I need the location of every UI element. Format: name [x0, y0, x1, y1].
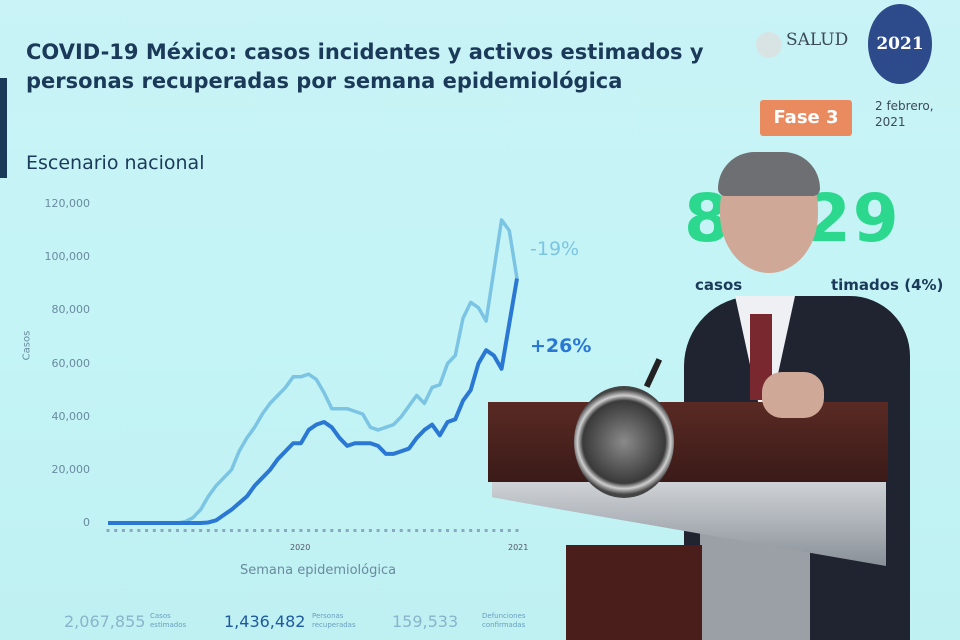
x-tick-mark — [376, 529, 380, 532]
x-tick-mark — [453, 529, 457, 532]
date-label: 2 febrero, 2021 — [875, 99, 934, 129]
x-tick-mark — [507, 529, 511, 532]
x-tick-mark — [114, 529, 118, 532]
x-tick-mark — [500, 529, 504, 532]
stat-cases-label: Casos estimados — [150, 612, 187, 629]
y-tick-label: 20,000 — [51, 462, 91, 476]
x-tick-mark — [368, 529, 372, 532]
speaker-hair — [718, 152, 820, 196]
x-tick-mark — [392, 529, 396, 532]
x-tick-mark — [484, 529, 488, 532]
x-tick-mark — [237, 529, 241, 532]
salud-emblem-icon — [756, 32, 782, 58]
chart-subtitle: Escenario nacional — [26, 152, 205, 174]
national-seal — [574, 386, 674, 498]
x-tick-mark — [253, 529, 257, 532]
x-tick-mark — [361, 529, 365, 532]
y-tick-label: 0 — [83, 516, 90, 529]
x-tick-mark — [422, 529, 426, 532]
x-tick-mark — [199, 529, 203, 532]
phase-badge: Fase 3 — [760, 100, 852, 136]
x-tick-mark — [229, 529, 233, 532]
stat-cases-value: 2,067,855 — [64, 612, 146, 631]
x-tick-mark — [160, 529, 164, 532]
salud-logo: SALUD — [786, 30, 849, 50]
x-tick-mark — [260, 529, 264, 532]
x-tick-mark — [469, 529, 473, 532]
podium-base — [566, 545, 702, 640]
x-tick-mark — [168, 529, 172, 532]
y-tick-label: 60,000 — [51, 356, 91, 370]
stat-deaths-label: Defunciones confirmadas — [482, 612, 526, 629]
x-tick-mark — [121, 529, 125, 532]
x-tick-mark — [322, 529, 326, 532]
x-tick-2021: 2021 — [508, 543, 529, 552]
x-tick-mark — [276, 529, 280, 532]
x-tick-mark — [314, 529, 318, 532]
x-axis-label: Semana epidemiológica — [240, 563, 397, 578]
x-tick-mark — [206, 529, 210, 532]
x-tick-mark — [175, 529, 179, 532]
chart-title: COVID-19 México: casos incidentes y acti… — [26, 40, 704, 93]
y-tick-label: 40,000 — [51, 409, 91, 423]
y-tick-label: 100,000 — [44, 250, 91, 264]
x-tick-mark — [145, 529, 149, 532]
podium-top — [488, 402, 888, 482]
stat-recovered-label: Personas recuperadas — [312, 612, 356, 629]
x-tick-mark — [399, 529, 403, 532]
series-line-1 — [108, 278, 519, 525]
x-tick-mark — [461, 529, 465, 532]
y-tick-label: 80,000 — [51, 303, 91, 317]
stat-recovered-value: 1,436,482 — [224, 612, 306, 631]
x-tick-mark — [291, 529, 295, 532]
title-accent-bar — [0, 78, 7, 178]
x-tick-mark — [353, 529, 357, 532]
x-tick-mark — [338, 529, 342, 532]
x-tick-mark — [476, 529, 480, 532]
x-tick-mark — [299, 529, 303, 532]
x-tick-mark — [214, 529, 218, 532]
x-tick-mark — [222, 529, 226, 532]
x-tick-mark — [415, 529, 419, 532]
annotation-light-series: -19% — [530, 238, 580, 260]
x-tick-mark — [345, 529, 349, 532]
x-tick-mark — [307, 529, 311, 532]
speaker-hand — [762, 372, 824, 418]
x-tick-mark — [152, 529, 156, 532]
stat-deaths-value: 159,533 — [392, 612, 459, 631]
active-cases-caption: casos timados (4%) — [695, 276, 944, 294]
x-tick-mark — [268, 529, 272, 532]
x-tick-mark — [191, 529, 195, 532]
x-tick-mark — [129, 529, 133, 532]
y-tick-label: 120,000 — [44, 197, 91, 210]
x-tick-mark — [492, 529, 496, 532]
x-tick-mark — [283, 529, 287, 532]
x-tick-2020: 2020 — [290, 543, 311, 552]
x-tick-mark — [183, 529, 187, 532]
x-tick-mark — [446, 529, 450, 532]
x-tick-mark — [407, 529, 411, 532]
x-tick-mark — [438, 529, 442, 532]
x-tick-mark — [137, 529, 141, 532]
x-tick-mark — [430, 529, 434, 532]
year-2021-seal: 2021 — [868, 4, 932, 84]
x-tick-mark — [245, 529, 249, 532]
annotation-dark-series: +26% — [530, 335, 592, 357]
x-tick-mark — [384, 529, 388, 532]
x-tick-mark — [106, 529, 110, 532]
series-line-0 — [108, 218, 519, 525]
x-tick-mark — [515, 529, 519, 532]
x-tick-mark — [330, 529, 334, 532]
